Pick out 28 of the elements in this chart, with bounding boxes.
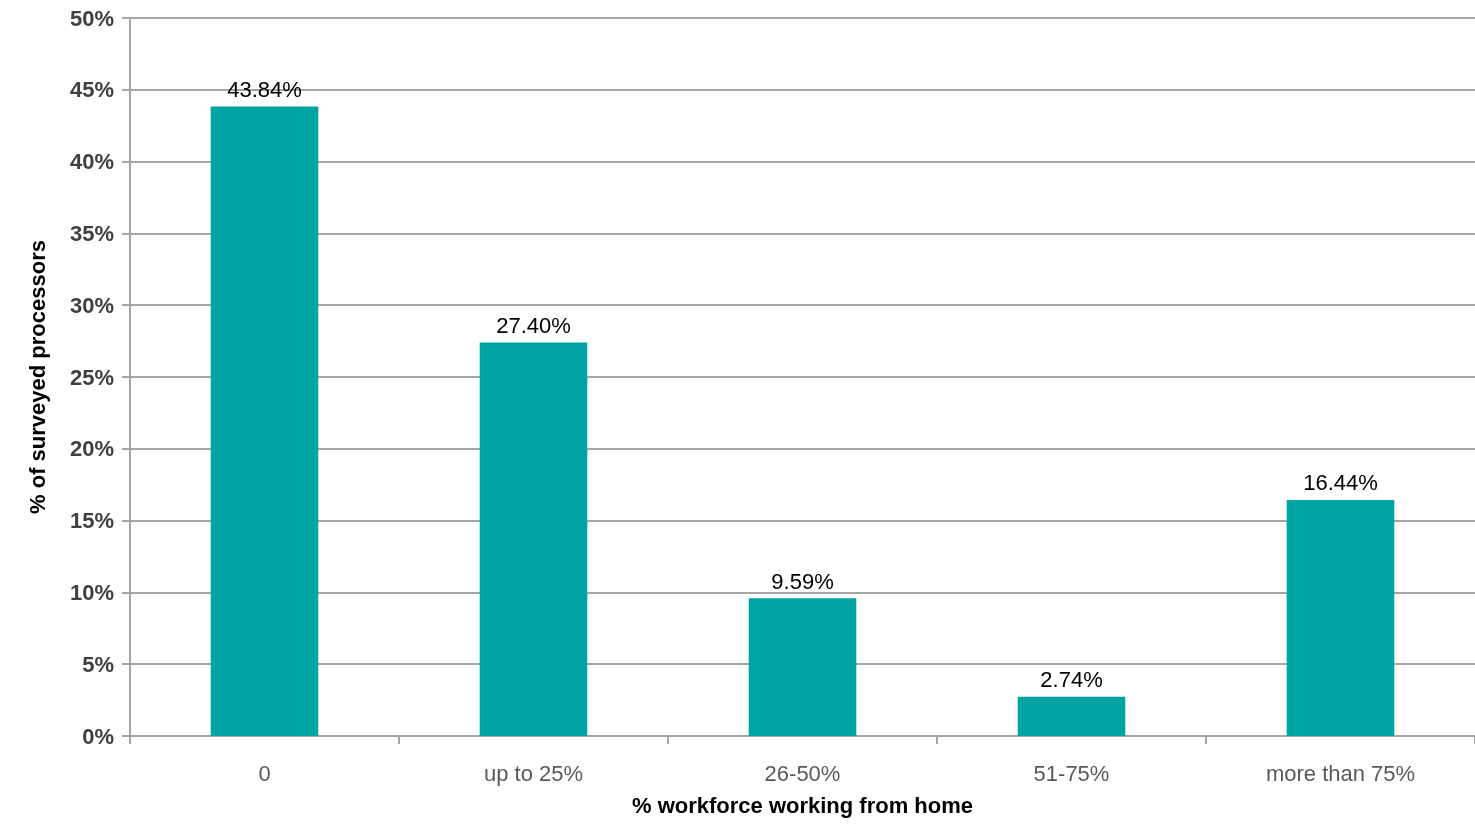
bar xyxy=(1017,696,1126,736)
x-tick-label: 26-50% xyxy=(764,760,841,786)
x-tick-label: more than 75% xyxy=(1265,760,1416,786)
y-tick-label: 5% xyxy=(82,651,114,677)
bar xyxy=(748,598,857,736)
data-label: 2.74% xyxy=(1040,667,1103,693)
y-tick-label: 25% xyxy=(69,364,114,390)
y-tick-label: 50% xyxy=(69,5,114,31)
x-tick-label: 51-75% xyxy=(1033,760,1110,786)
data-label: 9.59% xyxy=(771,568,834,594)
y-tick-label: 20% xyxy=(69,436,114,462)
y-axis-title: % of surveyed processors xyxy=(24,240,50,514)
data-label: 16.44% xyxy=(1303,470,1378,496)
data-label: 27.40% xyxy=(496,313,571,339)
y-tick-label: 40% xyxy=(69,149,114,175)
y-tick-label: 0% xyxy=(82,723,114,749)
data-label: 43.84% xyxy=(227,76,302,102)
x-tick-label: 0 xyxy=(258,760,271,786)
y-tick-label: 30% xyxy=(69,292,114,318)
y-tick-label: 10% xyxy=(69,579,114,605)
y-tick-label: 45% xyxy=(69,77,114,103)
y-tick-label: 35% xyxy=(69,220,114,246)
bar xyxy=(1286,499,1395,736)
x-tick-label: up to 25% xyxy=(483,760,584,786)
y-tick-label: 15% xyxy=(69,508,114,534)
bar xyxy=(210,106,319,736)
bar xyxy=(479,342,588,736)
x-axis-title: % workforce working from home xyxy=(631,792,974,818)
